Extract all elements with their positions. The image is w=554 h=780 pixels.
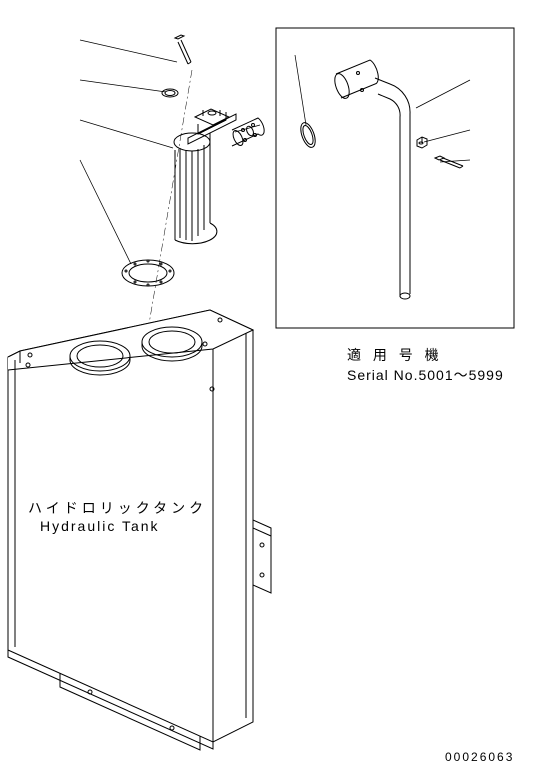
tank-label-jp: ハイドロリックタンク bbox=[28, 498, 207, 518]
leader-lines bbox=[80, 40, 470, 264]
technical-diagram-svg bbox=[0, 0, 554, 775]
filter-cylinder bbox=[174, 109, 236, 244]
part-number: 00026063 bbox=[445, 750, 514, 764]
serial-label-jp: 適 用 号 機 bbox=[347, 345, 504, 365]
bolt-top bbox=[175, 35, 191, 64]
centerline bbox=[148, 70, 192, 330]
gasket-ring bbox=[122, 260, 174, 286]
inset-box bbox=[276, 28, 514, 328]
inset-nut bbox=[417, 137, 427, 148]
tank-label: ハイドロリックタンク Hydraulic Tank bbox=[28, 498, 207, 534]
serial-label-en: Serial No.5001～5999 bbox=[347, 365, 504, 385]
serial-label: 適 用 号 機 Serial No.5001～5999 bbox=[347, 345, 504, 385]
inset-bolt bbox=[435, 156, 463, 168]
washer-ring bbox=[162, 89, 178, 97]
diagram-container: ハイドロリックタンク Hydraulic Tank 適 用 号 機 Serial… bbox=[0, 0, 554, 775]
inset-oring bbox=[298, 121, 318, 150]
tank-label-en: Hydraulic Tank bbox=[40, 518, 207, 534]
inset-pipe bbox=[332, 60, 410, 299]
side-flange bbox=[231, 118, 264, 147]
